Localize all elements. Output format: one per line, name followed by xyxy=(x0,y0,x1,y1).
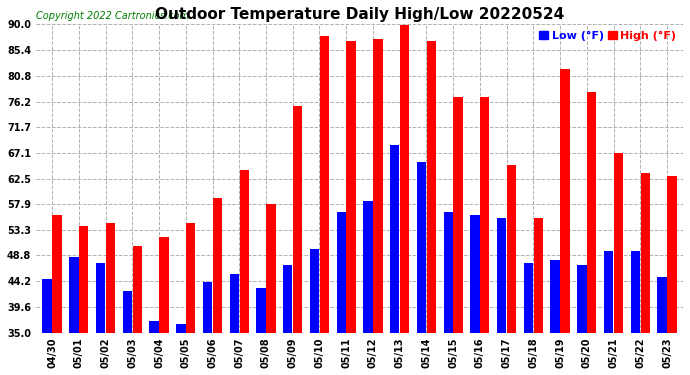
Bar xyxy=(150,321,159,333)
Bar xyxy=(43,279,52,333)
Bar xyxy=(507,165,516,333)
Bar xyxy=(551,260,560,333)
Bar xyxy=(79,226,88,333)
Bar xyxy=(658,276,667,333)
Bar xyxy=(577,266,586,333)
Bar xyxy=(132,246,142,333)
Bar xyxy=(96,262,106,333)
Bar xyxy=(426,41,436,333)
Bar xyxy=(230,274,239,333)
Bar xyxy=(604,251,613,333)
Bar xyxy=(69,257,79,333)
Bar xyxy=(471,215,480,333)
Bar xyxy=(480,98,489,333)
Bar xyxy=(257,288,266,333)
Bar xyxy=(186,224,195,333)
Bar xyxy=(524,262,533,333)
Bar xyxy=(159,237,168,333)
Bar xyxy=(497,218,506,333)
Bar xyxy=(364,201,373,333)
Bar xyxy=(293,106,302,333)
Bar xyxy=(631,251,640,333)
Bar xyxy=(52,215,61,333)
Bar xyxy=(417,162,426,333)
Bar xyxy=(310,249,319,333)
Bar xyxy=(106,224,115,333)
Bar xyxy=(266,204,275,333)
Bar xyxy=(203,282,213,333)
Bar xyxy=(614,153,623,333)
Bar xyxy=(283,266,293,333)
Title: Outdoor Temperature Daily High/Low 20220524: Outdoor Temperature Daily High/Low 20220… xyxy=(155,7,564,22)
Bar xyxy=(453,98,463,333)
Bar xyxy=(239,170,249,333)
Bar xyxy=(400,24,409,333)
Bar xyxy=(640,173,650,333)
Bar xyxy=(176,324,186,333)
Bar xyxy=(319,36,329,333)
Bar xyxy=(123,291,132,333)
Bar xyxy=(213,198,222,333)
Text: Copyright 2022 Cartronics.com: Copyright 2022 Cartronics.com xyxy=(36,11,189,21)
Bar xyxy=(587,92,596,333)
Legend: Low (°F), High (°F): Low (°F), High (°F) xyxy=(538,30,678,42)
Bar xyxy=(560,69,570,333)
Bar xyxy=(533,218,543,333)
Bar xyxy=(444,212,453,333)
Bar xyxy=(346,41,356,333)
Bar xyxy=(667,176,677,333)
Bar xyxy=(390,145,400,333)
Bar xyxy=(373,39,382,333)
Bar xyxy=(337,212,346,333)
